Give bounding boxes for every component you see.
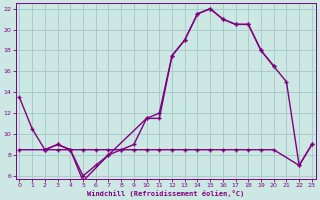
X-axis label: Windchill (Refroidissement éolien,°C): Windchill (Refroidissement éolien,°C) [87, 190, 244, 197]
